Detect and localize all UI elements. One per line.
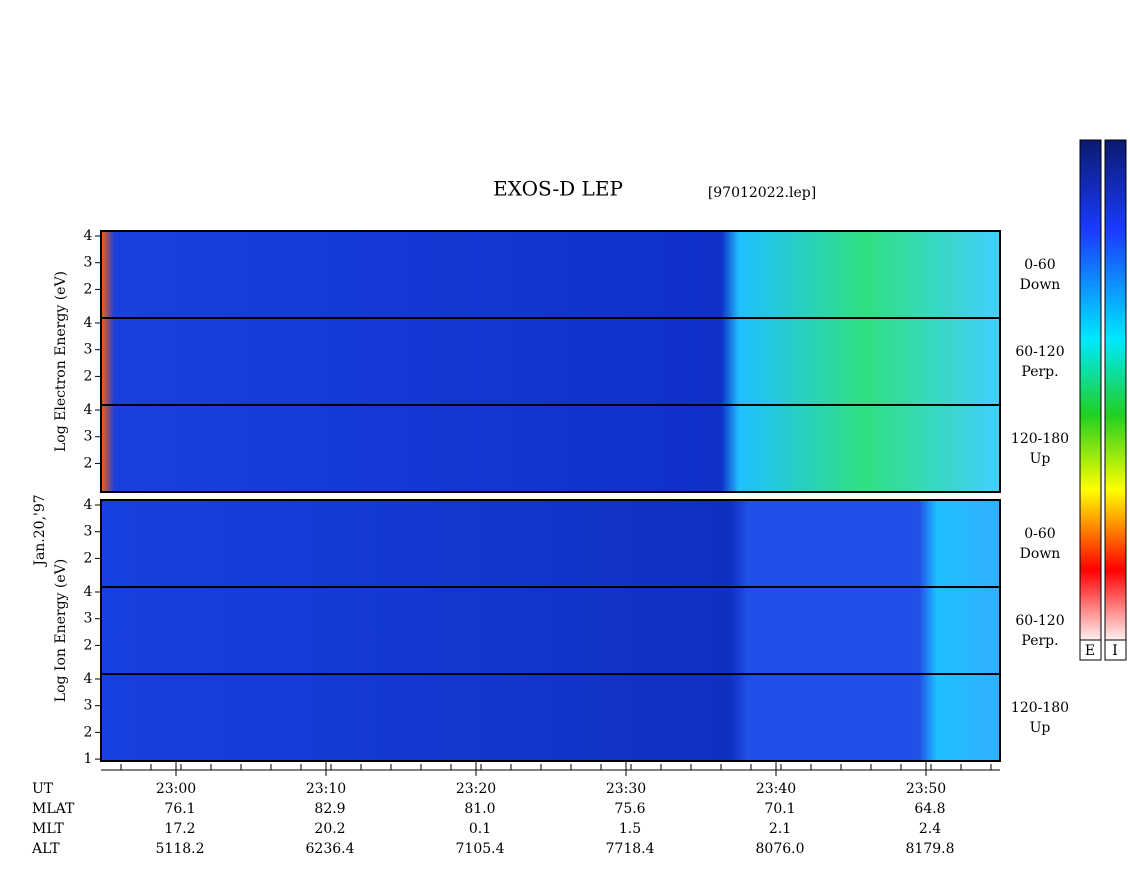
ephemeris-value: 70.1 [764, 801, 795, 817]
ephemeris-value: 81.0 [464, 801, 495, 817]
ephemeris-value: 5118.2 [156, 841, 205, 857]
x-tick-label: 23:10 [306, 781, 346, 797]
group-label: Log Electron Energy (eV) [53, 271, 69, 452]
ephemeris-value: 17.2 [164, 821, 195, 837]
y-tick-label: 3 [84, 524, 93, 540]
ephemeris-value: 76.1 [164, 801, 195, 817]
y-tick-label: 3 [84, 611, 93, 627]
y-tick-label: 4 [84, 228, 93, 244]
y-tick-label: 4 [84, 315, 93, 331]
ephemeris-value: 1.5 [619, 821, 641, 837]
ephemeris-value: 2.4 [919, 821, 941, 837]
ephemeris-value: 7105.4 [456, 841, 505, 857]
y-tick-label: 3 [84, 255, 93, 271]
file-name: [97012022.lep] [708, 185, 816, 201]
colorbar-box [1104, 639, 1127, 661]
ephemeris-value: 82.9 [314, 801, 345, 817]
x-tick-label: 23:40 [756, 781, 796, 797]
spectrogram [100, 230, 1001, 319]
y-tick-label: 4 [84, 584, 93, 600]
ephemeris-value: 8076.0 [756, 841, 805, 857]
spectrogram [100, 317, 1001, 406]
y-tick-label: 3 [84, 342, 93, 358]
ephemeris-value: 2.1 [769, 821, 791, 837]
row-label: UT [32, 781, 54, 797]
pitch-angle: 60-120 [1015, 344, 1064, 360]
pitch-angle: 0-60 [1024, 257, 1055, 273]
colorbar-label: I [1112, 643, 1118, 659]
group-label: Log Ion Energy (eV) [53, 559, 69, 702]
spectrogram [100, 673, 1001, 762]
direction: Down [1020, 546, 1061, 562]
y-tick-label: 1 [84, 751, 93, 767]
title: EXOS-D LEP [493, 177, 623, 201]
ephemeris-value: 75.6 [614, 801, 645, 817]
direction: Down [1020, 277, 1061, 293]
y-tick-label: 4 [84, 671, 93, 687]
pitch-angle: 120-180 [1011, 700, 1069, 716]
ephemeris-value: 8179.8 [906, 841, 955, 857]
spectrogram [100, 404, 1001, 493]
y-tick-label: 2 [84, 550, 93, 566]
pitch-angle: 0-60 [1024, 526, 1055, 542]
pitch-angle: 60-120 [1015, 613, 1064, 629]
spectrogram [100, 586, 1001, 675]
ephemeris-value: 0.1 [469, 821, 491, 837]
row-label: MLAT [32, 801, 75, 817]
colorbar [1079, 139, 1102, 641]
y-tick-label: 3 [84, 429, 93, 445]
y-tick-label: 3 [84, 698, 93, 714]
colorbar-box [1079, 639, 1102, 661]
y-tick-label: 4 [84, 497, 93, 513]
ephemeris-value: 6236.4 [306, 841, 355, 857]
colorbar [1104, 139, 1127, 641]
direction: Perp. [1021, 633, 1058, 649]
date: Jan.20,'97 [32, 494, 48, 567]
y-tick-label: 2 [84, 455, 93, 471]
x-tick-label: 23:30 [606, 781, 646, 797]
y-tick-label: 2 [84, 637, 93, 653]
x-tick-label: 23:50 [906, 781, 946, 797]
direction: Up [1030, 720, 1051, 736]
x-tick-label: 23:00 [156, 781, 196, 797]
pitch-angle: 120-180 [1011, 431, 1069, 447]
y-tick-label: 2 [84, 368, 93, 384]
ephemeris-value: 20.2 [314, 821, 345, 837]
y-tick-label: 2 [84, 724, 93, 740]
direction: Perp. [1021, 364, 1058, 380]
x-tick-label: 23:20 [456, 781, 496, 797]
spectrogram [100, 499, 1001, 588]
y-tick-label: 2 [84, 281, 93, 297]
colorbar-label: E [1085, 643, 1095, 659]
colorbars [1079, 139, 1127, 661]
ephemeris-value: 7718.4 [606, 841, 655, 857]
row-label: ALT [31, 841, 60, 857]
y-tick-label: 4 [84, 402, 93, 418]
direction: Up [1030, 451, 1051, 467]
row-label: MLT [32, 821, 64, 837]
ephemeris-value: 64.8 [914, 801, 945, 817]
